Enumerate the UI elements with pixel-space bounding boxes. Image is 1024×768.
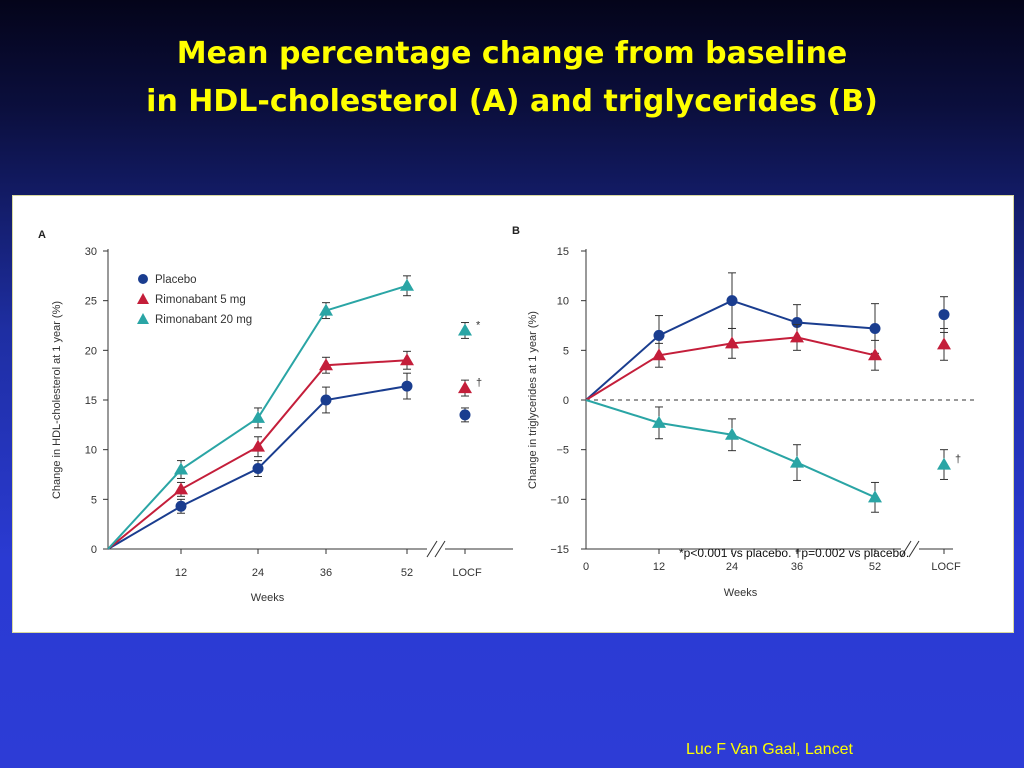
data-point [175,500,187,512]
y-tick-label: 0 [563,395,569,407]
y-axis-title: Change in triglycerides at 1 year (%) [527,311,539,489]
data-point [868,348,882,361]
y-tick-label: 30 [85,246,97,258]
series-rimonabant-20-mg: † [585,399,961,513]
data-point [174,462,188,475]
significance-footnote: *p<0.001 vs placebo. †p=0.002 vs placebo… [679,546,909,560]
data-point [791,317,803,329]
citation: Luc F Van Gaal, Lancet [686,741,853,758]
axis-break-mark [908,540,920,558]
series-rimonabant-5-mg [585,324,951,401]
legend: Placebo Rimonabant 5 mg Rimonabant 20 mg [137,274,252,326]
x-axis-title: Weeks [251,592,285,604]
y-tick-label: 20 [85,345,97,357]
locf-point [938,309,950,321]
y-tick-label: 25 [85,296,97,308]
data-point [790,455,804,468]
legend-marker [137,313,149,324]
data-point [400,353,414,366]
x-tick-label-locf: LOCF [452,567,482,579]
chart-panel-a: A 0 5 10 15 20 25 30 12 24 36 52 LOCF Weeks Change in … [38,229,513,604]
slide-title-line-1: Mean percentage change from baseline [176,36,848,71]
data-point [652,348,666,361]
y-tick-label: 15 [85,395,97,407]
series-rimonabant-5-mg: † [107,350,482,550]
data-point [251,439,265,452]
x-tick-label: 52 [401,567,413,579]
data-point [725,336,739,349]
data-point [400,278,414,291]
series-line [585,399,876,499]
data-point [319,303,333,316]
series-placebo [585,272,950,401]
figure-svg: A 0 5 10 15 20 25 30 12 24 36 52 LOCF Weeks Change in … [38,225,978,604]
locf-point [458,381,472,394]
x-tick-label: 12 [175,567,187,579]
data-point [790,330,804,343]
axis-break-mark [434,540,446,558]
slide-title-line-2: in HDL-cholesterol (A) and triglycerides… [146,84,878,119]
y-tick-label: −10 [550,494,569,506]
data-point [653,329,665,341]
data-point [725,427,739,440]
legend-label: Rimonabant 20 mg [155,314,252,326]
locf-point [458,323,472,336]
legend-label: Rimonabant 5 mg [155,294,246,306]
data-point [652,415,666,428]
data-point [174,482,188,495]
x-axis-title: Weeks [724,587,758,599]
x-tick-label: 36 [791,561,803,573]
y-tick-label: 5 [91,494,97,506]
series-rimonabant-20-mg: * [107,275,481,550]
panel-label: A [38,229,46,241]
legend-marker [138,274,148,284]
data-point [726,295,738,307]
series-placebo [107,372,471,550]
significance-mark: * [476,319,481,331]
y-tick-label: 0 [91,544,97,556]
panel-label: B [512,225,520,237]
chart-panel-b: B −15 −10 −5 0 5 10 15 0 12 24 36 52 LOCF Weeks Change … [512,225,978,599]
x-tick-label: 36 [320,567,332,579]
figure-panel: A 0 5 10 15 20 25 30 12 24 36 52 LOCF Weeks Change in … [12,195,1014,633]
axis-break-mark [426,540,438,558]
locf-point [937,457,951,470]
legend-marker [137,293,149,304]
locf-point [459,409,471,421]
y-tick-label: 10 [557,296,569,308]
y-tick-label: 15 [557,246,569,258]
y-axis-title: Change in HDL-cholesterol at 1 year (%) [51,301,63,499]
x-tick-label: 12 [653,561,665,573]
axis-break-mark [900,540,912,558]
series-line [585,299,876,401]
legend-label: Placebo [155,274,197,286]
x-tick-label-locf: LOCF [931,561,961,573]
y-tick-label: 10 [85,445,97,457]
y-tick-label: −15 [550,544,569,556]
significance-mark: † [955,454,961,466]
x-tick-label: 24 [726,561,738,573]
y-tick-label: 5 [563,345,569,357]
data-point [251,410,265,423]
x-tick-label: 0 [583,561,589,573]
data-point [401,380,413,392]
x-tick-label: 24 [252,567,264,579]
data-point [252,463,264,475]
slide-title: Mean percentage change from baseline in … [0,30,1024,126]
significance-mark: † [476,377,482,389]
data-point [868,490,882,503]
data-point [320,394,332,406]
locf-point [937,337,951,350]
data-point [319,358,333,371]
y-tick-label: −5 [556,445,569,457]
data-point [869,322,881,334]
x-tick-label: 52 [869,561,881,573]
